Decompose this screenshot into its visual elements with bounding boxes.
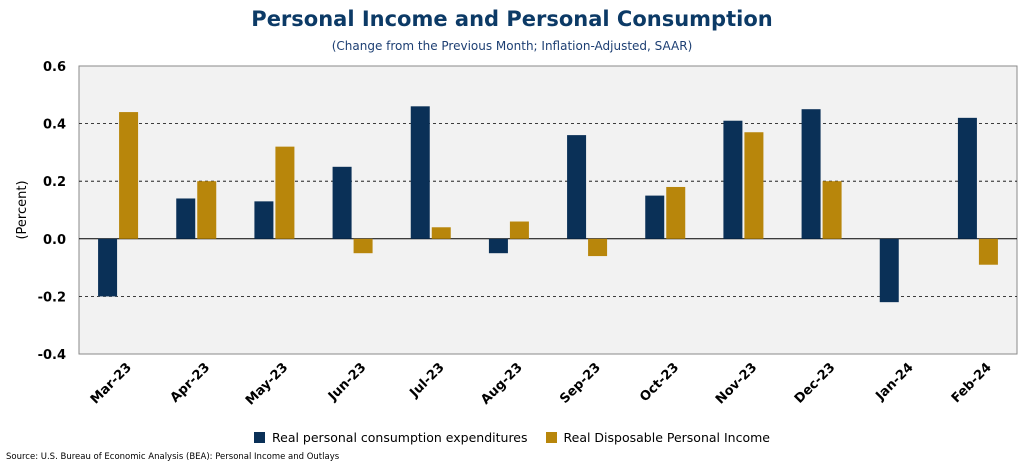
bar-income-oct-23 (666, 186, 686, 239)
bar-pce-feb-24 (957, 117, 977, 239)
bar-income-mar-23 (119, 112, 139, 239)
y-tick-label: 0.0 (43, 233, 66, 248)
y-tick-label: 0.6 (43, 60, 66, 75)
legend-swatch-pce (254, 432, 266, 443)
bar-income-dec-23 (822, 181, 842, 239)
y-axis-label: (Percent) (15, 180, 30, 239)
y-tick-label: -0.2 (38, 290, 66, 305)
bar-pce-jan-24 (879, 238, 899, 303)
bar-income-sep-23 (588, 238, 608, 257)
y-tick-label: -0.4 (38, 348, 66, 363)
bar-pce-aug-23 (488, 238, 508, 254)
bar-pce-apr-23 (176, 198, 196, 239)
legend-label-income: Real Disposable Personal Income (563, 430, 770, 445)
bar-income-may-23 (275, 146, 295, 239)
bar-pce-dec-23 (801, 109, 821, 239)
legend-item-income: Real Disposable Personal Income (545, 430, 770, 445)
x-tick-label: Apr-23 (168, 360, 213, 405)
x-tick-label: Feb-24 (949, 360, 995, 406)
chart-title: Personal Income and Personal Consumption (251, 7, 773, 31)
x-tick-label: May-23 (243, 360, 291, 408)
bar-pce-oct-23 (645, 195, 665, 239)
bar-pce-jun-23 (332, 166, 352, 239)
legend-label-pce: Real personal consumption expenditures (272, 430, 528, 445)
bar-income-apr-23 (197, 181, 217, 239)
y-tick-label: 0.2 (43, 175, 66, 190)
bar-income-nov-23 (744, 132, 764, 239)
x-tick-label: Jan-24 (872, 360, 916, 404)
bar-income-feb-24 (978, 238, 998, 265)
chart-subtitle: (Change from the Previous Month; Inflati… (331, 39, 693, 53)
bar-income-jul-23 (431, 227, 451, 239)
bar-pce-nov-23 (723, 120, 743, 239)
plot-area (78, 65, 1018, 355)
x-tick-label: Jun-23 (325, 360, 369, 404)
legend-item-pce: Real personal consumption expenditures (254, 430, 528, 445)
bar-pce-mar-23 (98, 238, 118, 297)
x-tick-label: Dec-23 (792, 360, 839, 407)
bar-income-aug-23 (509, 221, 529, 239)
bar-pce-jul-23 (410, 106, 430, 239)
legend: Real personal consumption expenditures R… (0, 430, 1024, 445)
bar-pce-may-23 (254, 201, 274, 239)
x-tick-label: Jul-23 (407, 360, 448, 401)
x-tick-label: Mar-23 (88, 360, 135, 407)
x-tick-label: Nov-23 (713, 360, 760, 407)
x-tick-label: Oct-23 (637, 360, 682, 405)
legend-swatch-income (545, 432, 557, 443)
x-tick-label: Sep-23 (557, 360, 604, 407)
bar-income-jun-23 (353, 238, 373, 254)
bar-pce-sep-23 (567, 135, 587, 239)
x-tick-label: Aug-23 (478, 360, 525, 407)
y-tick-label: 0.4 (43, 118, 66, 133)
source-note: Source: U.S. Bureau of Economic Analysis… (6, 452, 340, 462)
